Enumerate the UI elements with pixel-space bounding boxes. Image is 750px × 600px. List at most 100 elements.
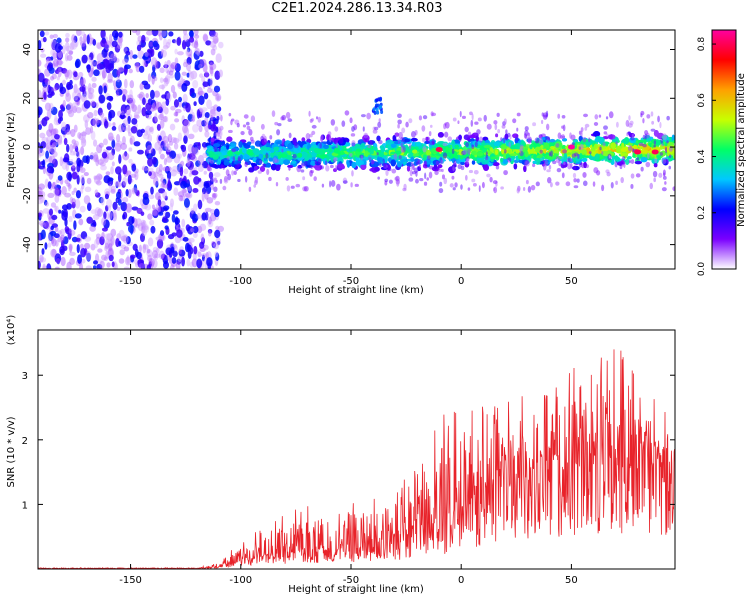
noise-cell bbox=[44, 31, 50, 36]
halo-cell bbox=[260, 136, 265, 141]
colorbar: 0.00.20.40.60.8 Normalized spectral ampl… bbox=[697, 29, 747, 276]
noise-cell bbox=[56, 139, 63, 146]
noise-cell bbox=[108, 50, 115, 59]
noise-cell bbox=[99, 260, 105, 269]
noise-cell bbox=[112, 80, 117, 87]
noise-cell bbox=[186, 157, 191, 168]
halo-cell bbox=[465, 142, 470, 148]
halo-cell bbox=[387, 167, 392, 172]
noise-cell bbox=[135, 218, 143, 227]
x-tick-label: -100 bbox=[229, 276, 252, 287]
noise-cell bbox=[99, 236, 105, 246]
noise-cell bbox=[103, 175, 111, 184]
noise-cell bbox=[131, 189, 136, 195]
noise-cell bbox=[190, 118, 195, 123]
noise-cell bbox=[127, 94, 134, 101]
halo-cell bbox=[213, 186, 218, 193]
y-tick-label: 1 bbox=[22, 500, 28, 511]
noise-cell bbox=[56, 76, 60, 81]
noise-cell bbox=[161, 83, 165, 91]
noise-cell bbox=[128, 147, 133, 152]
noise-cell bbox=[116, 70, 121, 78]
noise-cell bbox=[84, 236, 92, 242]
noise-cell bbox=[68, 228, 72, 234]
noise-cell bbox=[93, 69, 100, 77]
halo-cell bbox=[330, 119, 336, 126]
noise-cell bbox=[48, 146, 52, 153]
noise-cell bbox=[206, 197, 214, 204]
noise-cell bbox=[56, 37, 62, 44]
halo-cell bbox=[628, 115, 631, 121]
noise-cell bbox=[73, 220, 77, 231]
noise-cell bbox=[150, 99, 157, 109]
noise-cell bbox=[71, 34, 76, 43]
halo-cell bbox=[662, 133, 668, 141]
noise-cell bbox=[45, 150, 50, 159]
signal-cell bbox=[390, 159, 396, 167]
halo-cell bbox=[222, 185, 227, 191]
halo-cell bbox=[231, 170, 235, 176]
noise-cell bbox=[69, 244, 73, 252]
halo-cell bbox=[379, 163, 382, 168]
x-tick-label: 50 bbox=[565, 276, 578, 287]
noise-cell bbox=[142, 244, 149, 250]
signal-cell bbox=[247, 141, 252, 146]
noise-cell bbox=[70, 40, 78, 50]
signal-cell bbox=[287, 143, 294, 150]
noise-cell bbox=[104, 42, 109, 51]
halo-cell bbox=[621, 163, 626, 167]
halo-cell bbox=[615, 180, 618, 186]
noise-cell bbox=[148, 194, 155, 200]
noise-cell bbox=[73, 140, 79, 147]
noise-cell bbox=[130, 103, 137, 112]
noise-cell bbox=[193, 50, 200, 60]
signal-cell bbox=[351, 161, 357, 169]
noise-cell bbox=[133, 114, 140, 119]
noise-cell bbox=[138, 263, 146, 269]
noise-cell bbox=[201, 187, 207, 195]
signal-cell bbox=[241, 147, 247, 154]
noise-cell bbox=[83, 90, 88, 96]
halo-cell bbox=[474, 141, 478, 148]
noise-cell bbox=[52, 49, 58, 60]
signal-cell bbox=[653, 129, 659, 137]
noise-cell bbox=[206, 87, 213, 94]
noise-cell bbox=[80, 40, 86, 47]
signal-cell bbox=[394, 132, 400, 137]
noise-cell bbox=[91, 76, 97, 82]
noise-cell bbox=[54, 187, 62, 196]
noise-cell bbox=[156, 238, 164, 249]
noise-cell bbox=[169, 123, 176, 131]
noise-cell bbox=[210, 67, 214, 77]
noise-cell bbox=[163, 106, 169, 115]
noise-cell bbox=[38, 260, 41, 269]
halo-cell bbox=[388, 179, 393, 184]
noise-cell bbox=[48, 155, 53, 164]
halo-cell bbox=[210, 114, 213, 121]
halo-cell bbox=[642, 143, 647, 148]
noise-cell bbox=[173, 181, 181, 186]
noise-cell bbox=[183, 33, 189, 42]
halo-cell bbox=[661, 158, 667, 165]
noise-cell bbox=[120, 123, 126, 133]
noise-cell bbox=[100, 196, 105, 206]
noise-cell bbox=[152, 64, 156, 73]
noise-cell bbox=[180, 189, 188, 194]
noise-cell bbox=[187, 225, 194, 235]
signal-cell bbox=[379, 145, 385, 150]
noise-cell bbox=[78, 133, 84, 141]
noise-cell bbox=[110, 228, 117, 237]
halo-cell bbox=[344, 110, 350, 116]
noise-cell bbox=[139, 82, 144, 91]
noise-cell bbox=[125, 106, 131, 116]
noise-cell bbox=[178, 248, 182, 255]
halo-cell bbox=[207, 124, 211, 129]
noise-cell bbox=[42, 85, 49, 93]
noise-cell bbox=[38, 89, 41, 99]
noise-cell bbox=[108, 33, 113, 44]
signal-cell bbox=[632, 152, 636, 157]
halo-cell bbox=[449, 183, 454, 188]
noise-cell bbox=[79, 165, 84, 171]
noise-cell bbox=[71, 171, 78, 180]
noise-cell bbox=[42, 159, 46, 168]
